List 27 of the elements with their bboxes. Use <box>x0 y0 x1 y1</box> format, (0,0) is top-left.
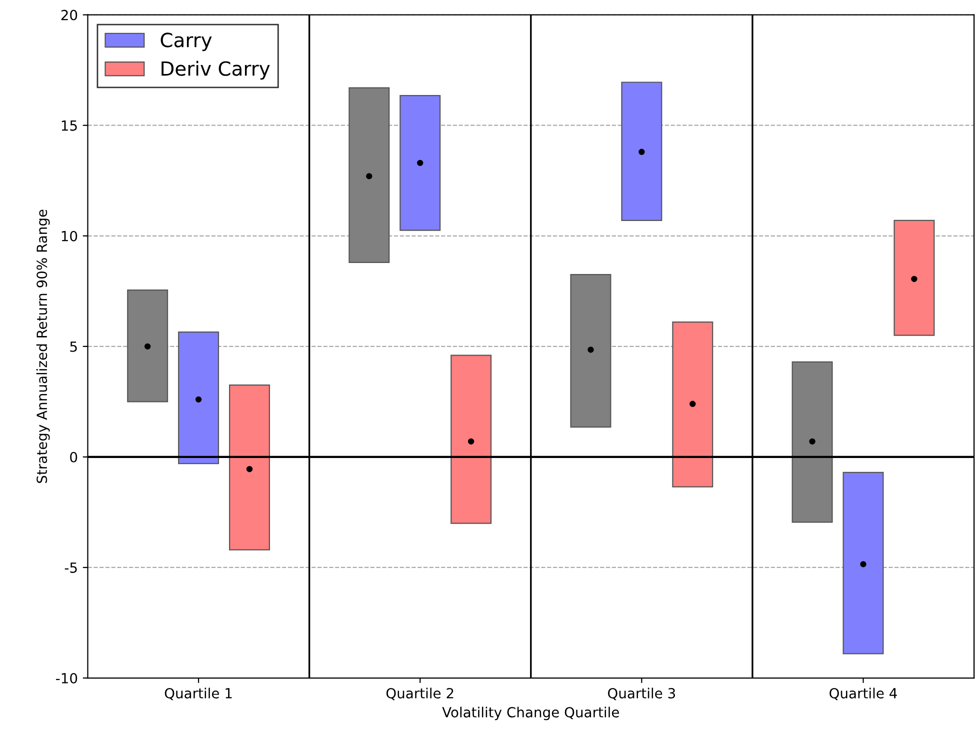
legend-label: Deriv Carry <box>162 60 270 80</box>
bar <box>400 94 441 231</box>
bar <box>672 322 714 488</box>
x-tick-label: Quartile 2 <box>386 688 454 700</box>
bar <box>229 384 270 550</box>
y-tick-label: -5 <box>64 562 77 573</box>
y-tick-label: 20 <box>61 10 78 20</box>
bar <box>570 274 612 428</box>
x-tick-label: Quartile 4 <box>830 688 897 700</box>
x-tick-label: Quartile 1 <box>164 688 232 700</box>
bar <box>621 82 662 221</box>
bar <box>894 220 935 336</box>
bar <box>178 331 220 464</box>
bar <box>348 87 390 263</box>
legend-label: Carry <box>160 32 212 52</box>
x-tick-label: Quartile 3 <box>608 688 676 700</box>
y-tick-label: -10 <box>56 672 78 684</box>
bar <box>842 472 884 654</box>
x-axis-title: Volatility Change Quartile <box>442 706 619 720</box>
y-tick-label: 10 <box>62 230 78 242</box>
y-tick-label: 15 <box>62 120 77 131</box>
y-tick-label: 5 <box>70 342 77 352</box>
y-tick-label: 0 <box>70 452 78 462</box>
bar <box>450 354 492 524</box>
bar <box>127 289 168 402</box>
y-axis-title: Strategy Annualized Return 90% Range <box>36 210 50 483</box>
bar <box>792 361 833 523</box>
